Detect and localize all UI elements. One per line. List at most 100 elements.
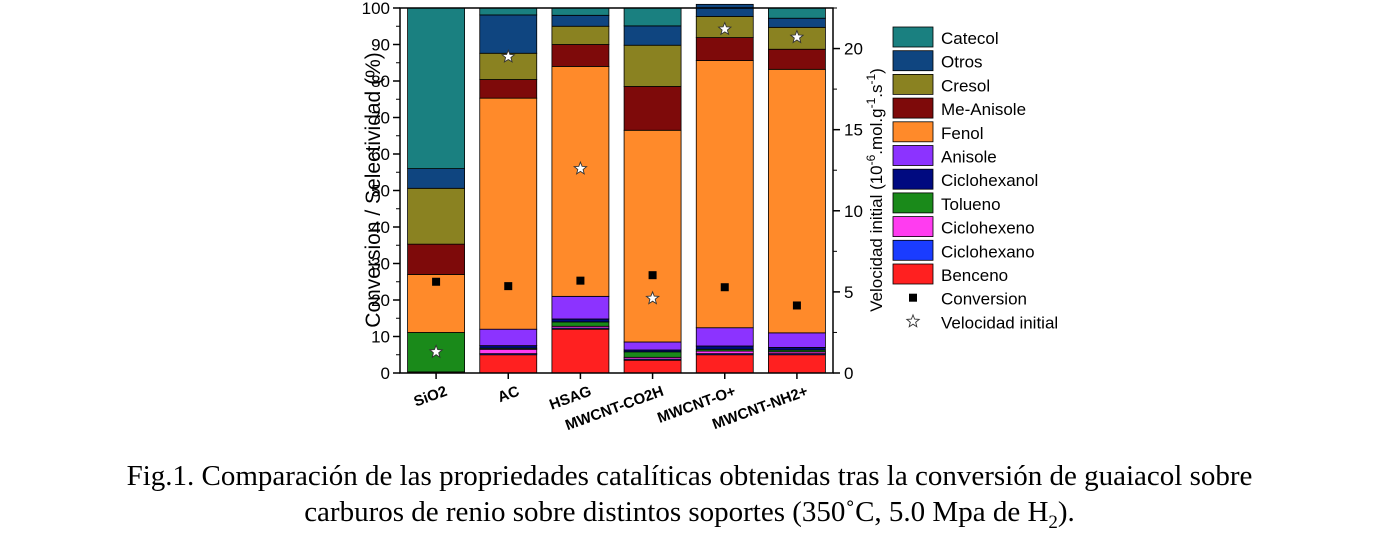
y2-axis-label: Velocidad initial (10-6.mol.g-1.s-1) [864,68,886,312]
legend-label-ciclohexanol: Ciclohexanol [941,171,1038,190]
legend-marker-conversion [909,293,917,302]
y-axis-label: Conversion / Selectividad (%) [362,52,385,327]
caption-line-2-end: ). [1057,496,1075,528]
y-tick-label: 20 [371,291,390,310]
y2-label-part: -6 [864,154,878,165]
bar-segment-ciclohexanol-hsag [551,318,610,323]
velocidad-point-mwcnt-o [717,21,733,36]
bar-segment-benceno-mwcnt-co2h [623,359,682,374]
bar-segment-me-anisole-hsag [551,44,610,67]
caption-subscript: 2 [1048,511,1058,533]
bar-segment-anisole-hsag [551,295,610,320]
legend-swatch-anisole [892,145,934,166]
legend-label-conversion: Conversion [941,290,1027,309]
velocidad-point-mwcnt-nh2 [789,29,805,44]
bar-segment-catecol-ac [479,7,538,16]
y2-label-part: ) [867,68,886,74]
y-tick-label: 50 [371,182,390,201]
legend-label-benceno: Benceno [941,266,1008,285]
legend-swatch-ciclohexanol [892,168,934,190]
caption-line-1: Fig.1. Comparación de las propriedades c… [126,460,1253,492]
caption-line-2-text: carburos de renio sobre distintos soport… [304,496,1049,528]
velocidad-point-sio2 [428,344,444,359]
bar-segment-otros-sio2 [407,168,465,189]
bar-segment-ciclohexeno-ac [479,348,538,355]
bar-segment-fenol-mwcnt-o [695,60,754,329]
y-tick-label: 80 [371,72,390,91]
legend-label-me-anisole: Me-Anisole [941,100,1026,119]
velocidad-point-ac [500,48,516,63]
x-tick-label: AC [495,383,521,406]
legend-label-cresol: Cresol [941,76,990,95]
bar-segment-cresol-sio2 [407,187,465,245]
figure-caption: Fig.1. Comparación de las propriedades c… [0,458,1379,541]
y2-tick-label: 5 [844,283,853,302]
y2-tick-label: 20 [844,40,863,59]
y2-label-part: Velocidad initial (10 [867,165,886,311]
bar-segment-catecol-sio2 [407,7,465,170]
conversion-point-ac [504,282,513,291]
bar-segment-fenol-mwcnt-co2h [623,129,682,343]
legend: Catecol Otros Cresol Me-Anisole Fenol Anisole… [892,26,1058,332]
bar-segment-benceno-hsag [551,328,610,374]
y-tick-label: 60 [371,145,390,164]
y2-label-part: .mol.g [867,108,886,154]
conversion-point-sio2 [432,277,441,286]
bar-segment-me-anisole-mwcnt-co2h [623,86,682,131]
y-tick-label: 10 [371,328,390,347]
bar-stacks [407,3,826,374]
conversion-point-mwcnt-co2h [648,271,657,280]
bar-segment-otros-ac [479,14,538,54]
bar-segment-otros-mwcnt-nh2 [768,17,826,28]
x-tick-label: SiO2 [412,383,450,411]
conversion-point-mwcnt-nh2 [792,301,801,310]
y-tick-label: 100 [362,0,390,18]
point-markers [428,21,805,359]
bar-segment-anisole-mwcnt-o [695,327,754,347]
y-tick-label: 0 [381,364,390,383]
bar-segment-cresol-hsag [551,25,610,45]
legend-swatch-benceno [892,263,934,285]
bar-segment-fenol-hsag [551,66,610,297]
bar-segment-tolueno-hsag [551,321,610,327]
legend-label-tolueno: Tolueno [941,195,1001,214]
bar-segment-cresol-mwcnt-co2h [623,44,682,87]
legend-swatch-ciclohexano [892,239,934,261]
bar-segment-anisole-ac [479,328,538,347]
bar-segment-benceno-mwcnt-nh2 [768,354,826,374]
bar-segment-fenol-mwcnt-nh2 [768,68,826,334]
conversion-point-mwcnt-o [720,283,729,292]
legend-swatch-fenol [892,121,934,143]
y-tick-label: 30 [371,255,390,274]
legend-marker-velocidad [905,313,921,328]
legend-swatch-otros [892,50,934,72]
y-tick-label: 40 [371,218,390,237]
legend-label-fenol: Fenol [941,124,984,143]
bar-segment-anisole-mwcnt-co2h [623,341,682,351]
legend-label-anisole: Anisole [941,148,997,167]
legend-label-velocidad-initial: Velocidad initial [941,313,1058,332]
legend-swatch-catecol [892,26,934,48]
bar-segment-anisole-mwcnt-nh2 [768,332,826,348]
legend-label-catecol: Catecol [941,29,999,48]
bar-segment-me-anisole-mwcnt-nh2 [768,48,826,70]
bar-segment-fenol-ac [479,97,538,330]
y2-label-part: -1 [864,73,878,84]
left-axis: 0 10 20 30 40 50 60 70 80 90 100 [362,0,400,383]
y2-tick-label: 10 [844,202,863,221]
y2-label-part: -1 [864,97,878,108]
bar-segment-otros-mwcnt-co2h [623,25,682,46]
y-tick-label: 70 [371,109,390,128]
conversion-point-hsag [576,276,585,285]
legend-swatch-cresol [892,74,934,95]
velocidad-point-hsag [573,160,588,175]
bar-segment-catecol-mwcnt-co2h [623,7,682,27]
bar-segment-tolueno-mwcnt-co2h [623,351,682,358]
y2-label-part: .s [867,84,886,97]
legend-swatch-ciclohexeno [892,216,934,238]
bar-segment-me-anisole-mwcnt-o [695,37,754,61]
bar-segment-me-anisole-sio2 [407,243,465,275]
bar-segment-catecol-mwcnt-nh2 [768,7,826,19]
